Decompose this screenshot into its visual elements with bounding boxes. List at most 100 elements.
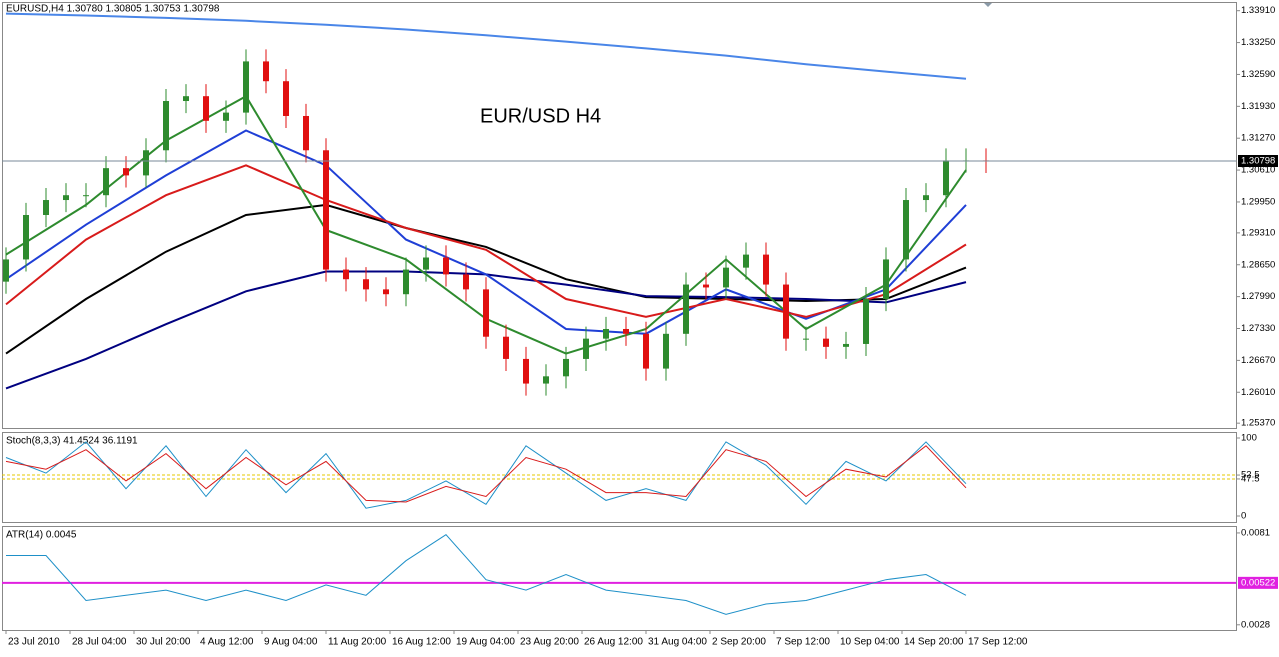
candle-body [863, 299, 869, 344]
x-tick-label: 14 Sep 20:00 [904, 637, 964, 648]
last-price-label: 1.30798 [1241, 156, 1275, 167]
y-tick-label: 1.33250 [1241, 37, 1275, 48]
indicator-line [5, 164, 967, 318]
y-tick-label: 1.27330 [1241, 323, 1275, 334]
candle-body [303, 115, 309, 151]
y-tick-label: 1.28650 [1241, 259, 1275, 270]
y-tick-label: 1.32590 [1241, 69, 1275, 80]
candle-body [263, 61, 269, 82]
x-tick-label: 26 Aug 12:00 [584, 637, 643, 648]
candle-body [883, 259, 889, 300]
y-tick-label: 1.26670 [1241, 355, 1275, 366]
candle-body [363, 279, 369, 290]
y-tick-label: 0.0081 [1241, 527, 1270, 538]
indicator-line [5, 129, 967, 335]
candle-body [123, 168, 129, 176]
candle-body [23, 215, 29, 260]
x-tick-label: 4 Aug 12:00 [200, 637, 254, 648]
y-tick-label: 47.5 [1241, 473, 1260, 484]
x-tick-label: 19 Aug 04:00 [456, 637, 515, 648]
indicator-line [5, 12, 967, 80]
candle-body [943, 160, 949, 196]
candle-body [463, 274, 469, 290]
x-tick-label: 16 Aug 12:00 [392, 637, 451, 648]
x-tick-label: 10 Sep 04:00 [840, 637, 900, 648]
y-tick-label: 1.29310 [1241, 227, 1275, 238]
x-tick-label: 2 Sep 20:00 [712, 637, 766, 648]
candle-body [563, 358, 569, 377]
candle-body [83, 195, 89, 197]
candle-body [423, 257, 429, 270]
x-tick-label: 31 Aug 04:00 [648, 637, 707, 648]
y-tick-label: 1.33910 [1241, 5, 1275, 16]
candle-body [603, 328, 609, 339]
candle-body [743, 254, 749, 268]
indicator-line [6, 534, 967, 615]
candle-body [43, 200, 49, 215]
y-tick-label: 1.31930 [1241, 101, 1275, 112]
x-tick-label: 7 Sep 12:00 [776, 637, 830, 648]
stoch-panel [2, 432, 1237, 523]
y-tick-label: 1.25370 [1241, 418, 1275, 429]
candle-body [523, 358, 529, 384]
candle-body [323, 150, 329, 270]
x-tick-label: 23 Jul 2010 [8, 637, 60, 648]
candle-body [183, 96, 189, 102]
y-tick-label: 1.30610 [1241, 165, 1275, 176]
candle-body [283, 81, 289, 116]
y-tick-label: 100 [1241, 433, 1257, 444]
candle-body [63, 195, 69, 201]
candle-body [343, 269, 349, 280]
candle-body [163, 101, 169, 151]
candle-body [543, 376, 549, 384]
shift-marker [984, 3, 992, 7]
x-tick-label: 17 Sep 12:00 [968, 637, 1028, 648]
candle-body [383, 289, 389, 295]
y-tick-label: 1.26010 [1241, 387, 1275, 398]
candle-body [803, 338, 809, 340]
last-price-box [1238, 155, 1278, 168]
candle-body [143, 150, 149, 176]
candle-body [403, 269, 409, 295]
candle-body [503, 336, 509, 359]
y-tick-label: 52.5 [1241, 470, 1260, 481]
candle-body [923, 195, 929, 201]
x-tick-label: 28 Jul 04:00 [72, 637, 127, 648]
candle-body [443, 257, 449, 275]
annotation: EUR/USD H4 [480, 105, 601, 127]
candle-body [723, 267, 729, 288]
candle-body [903, 200, 909, 260]
y-tick-label: 0 [1241, 511, 1246, 522]
candle-body [783, 284, 789, 339]
x-tick-label: 11 Aug 20:00 [328, 637, 387, 648]
indicator-line [5, 203, 967, 355]
candle-body [683, 284, 689, 334]
y-tick-label: 1.31270 [1241, 133, 1275, 144]
candle-body [843, 343, 849, 347]
candle-body [763, 254, 769, 285]
main-header: EURUSD,H4 1.30780 1.30805 1.30753 1.3079… [6, 4, 220, 15]
y-tick-label: 1.29950 [1241, 196, 1275, 207]
indicator-line [5, 441, 967, 509]
candle-body [203, 96, 209, 121]
candle-body [243, 61, 249, 113]
y-tick-label: 0.0028 [1241, 619, 1270, 630]
candle-body [663, 333, 669, 369]
candle-body [703, 284, 709, 288]
candle-body [103, 168, 109, 196]
x-tick-label: 23 Aug 20:00 [520, 637, 579, 648]
candle-body [583, 338, 589, 359]
candle-body [223, 112, 229, 121]
candle-body [823, 338, 829, 347]
candle-body [623, 328, 629, 334]
x-tick-label: 9 Aug 04:00 [264, 637, 318, 648]
atr-panel [2, 526, 1237, 631]
candle-body [3, 259, 9, 282]
atr-header: ATR(14) 0.0045 [6, 530, 77, 541]
candle-body [483, 289, 489, 337]
candle-body [643, 333, 649, 369]
x-tick-label: 30 Jul 20:00 [136, 637, 191, 648]
